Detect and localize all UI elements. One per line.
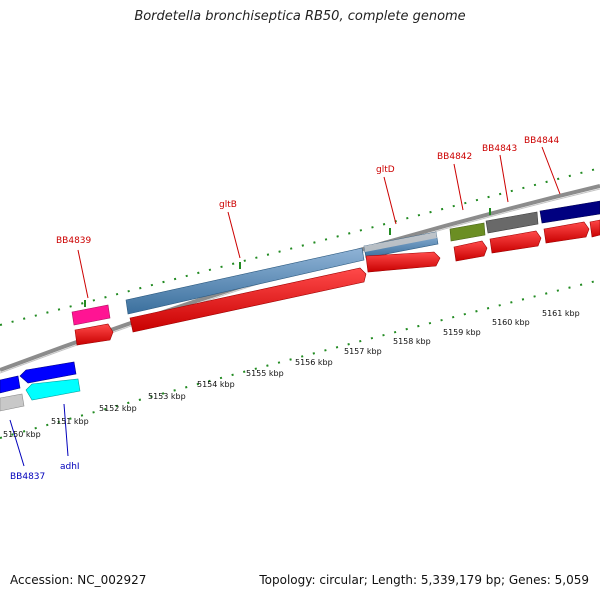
label-leader-lines xyxy=(9,146,561,467)
leader-BB4837 xyxy=(9,419,25,467)
gene-label-gltD[interactable]: gltD xyxy=(376,165,395,175)
gene-feature-gltD-light xyxy=(364,232,437,252)
kbp-label-5155: 5155 kbp xyxy=(246,369,284,378)
cds-arrow-BB4843[interactable] xyxy=(489,230,542,254)
leader-gltB xyxy=(227,211,241,259)
forward-cds-arrows xyxy=(74,219,600,346)
gene-label-gltB[interactable]: gltB xyxy=(219,200,237,210)
leader-BB4842 xyxy=(453,163,464,211)
gene-label-adhI[interactable]: adhI xyxy=(60,462,80,472)
reverse-gene-features xyxy=(0,361,81,412)
kbp-label-5158: 5158 kbp xyxy=(393,337,431,346)
cds-arrow-gltB[interactable] xyxy=(129,267,367,333)
accession-text: Accession: NC_002927 xyxy=(10,573,147,587)
gene-label-BB4844[interactable]: BB4844 xyxy=(524,136,560,146)
gene-label-BB4837[interactable]: BB4837 xyxy=(10,472,45,482)
cds-arrow-BB4839[interactable] xyxy=(74,323,114,346)
forward-gene-features xyxy=(71,200,600,326)
kbp-label-5153: 5153 kbp xyxy=(148,392,186,401)
kbp-label-5157: 5157 kbp xyxy=(344,347,382,356)
gene-label-BB4843[interactable]: BB4843 xyxy=(482,144,517,154)
cds-arrow-BB4844[interactable] xyxy=(543,221,590,244)
gene-feature-grey-left[interactable] xyxy=(0,393,25,412)
leader-BB4844 xyxy=(541,146,561,195)
gene-feature-gltB[interactable] xyxy=(125,247,365,315)
kbp-label-5159: 5159 kbp xyxy=(443,328,481,337)
genome-summary-text: Topology: circular; Length: 5,339,179 bp… xyxy=(259,573,589,587)
gene-feature-BB4837-arrow[interactable] xyxy=(19,361,77,384)
cds-arrow-next[interactable] xyxy=(589,219,600,238)
kbp-label-5160: 5160 kbp xyxy=(492,318,530,327)
leader-BB4843 xyxy=(499,154,509,203)
cds-arrow-gltD[interactable] xyxy=(365,251,441,273)
upper-major-ticks xyxy=(84,208,491,307)
gene-feature-BB4837[interactable] xyxy=(0,375,21,394)
leader-BB4839 xyxy=(77,249,89,299)
gene-feature-BB4839[interactable] xyxy=(71,304,111,326)
kbp-label-5151: 5151 kbp xyxy=(51,417,89,426)
gene-feature-BB4843[interactable] xyxy=(485,211,539,234)
gene-label-BB4842[interactable]: BB4842 xyxy=(437,152,472,162)
gene-label-BB4839[interactable]: BB4839 xyxy=(56,236,92,246)
kbp-label-5156: 5156 kbp xyxy=(295,358,333,367)
cds-arrow-BB4842[interactable] xyxy=(453,240,488,262)
kbp-scale-labels: 5150 kbp 5151 kbp 5152 kbp 5153 kbp 5154… xyxy=(3,309,580,439)
gene-feature-BB4844[interactable] xyxy=(539,200,600,224)
gene-feature-BB4842[interactable] xyxy=(449,222,486,242)
gene-labels: BB4839 gltB gltD BB4842 BB4843 BB4844 BB… xyxy=(10,136,560,482)
map-title: Bordetella bronchiseptica RB50, complete… xyxy=(134,9,466,24)
kbp-label-5150: 5150 kbp xyxy=(3,430,41,439)
kbp-label-5161: 5161 kbp xyxy=(542,309,580,318)
kbp-label-5154: 5154 kbp xyxy=(197,380,235,389)
gene-feature-adhI[interactable] xyxy=(25,378,81,401)
leader-gltD xyxy=(383,176,397,225)
kbp-label-5152: 5152 kbp xyxy=(99,404,137,413)
leader-adhI xyxy=(63,403,69,457)
